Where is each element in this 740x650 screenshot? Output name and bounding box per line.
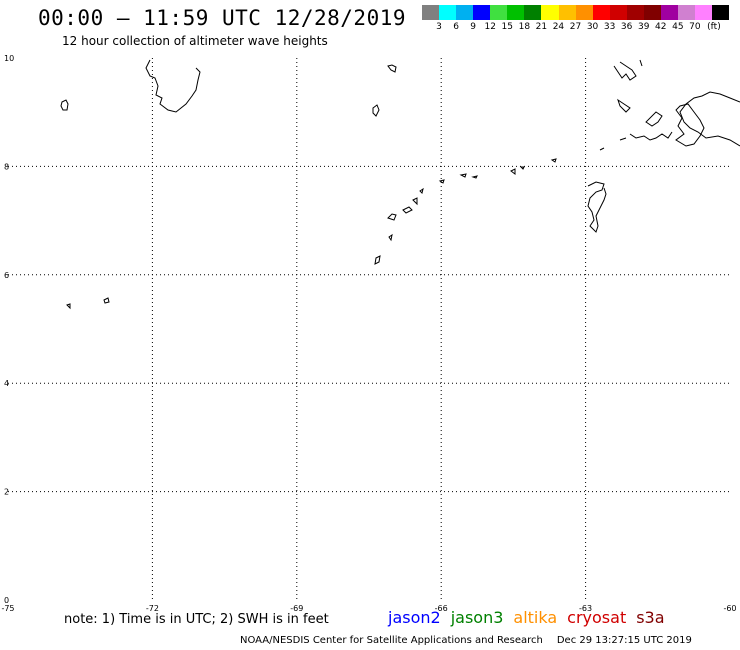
lat-tick-label: 4 [4, 379, 9, 388]
satellite-jason3: jason3 [450, 608, 504, 627]
legend-swatch [490, 5, 508, 20]
lon-tick-label: -72 [146, 604, 159, 613]
legend-swatch [660, 5, 678, 20]
coastline-islet-1 [387, 64, 397, 73]
coastline-aruba [60, 99, 69, 111]
lon-tick-label: -66 [435, 604, 448, 613]
lat-tick-label: 10 [4, 54, 14, 63]
legend-label: 21 [535, 22, 548, 32]
legend-label: 42 [655, 22, 667, 32]
wave-height-legend: 3 6 9 12 15 18 21 24 27 30 33 36 39 42 45 70 (ft) [422, 5, 730, 35]
legend-color-bar [422, 5, 730, 20]
coastline-east-mainland [679, 91, 740, 147]
footer: NOAA/NESDIS Center for Satellite Applica… [240, 635, 692, 646]
footer-timestamp: Dec 29 13:27:15 UTC 2019 [556, 635, 692, 646]
legend-label: 39 [637, 22, 650, 32]
coastline-paraguana [145, 59, 201, 113]
map-grid [8, 58, 730, 600]
coastline-east-delta [675, 103, 705, 147]
legend-swatch [677, 5, 695, 20]
legend-swatch [473, 5, 491, 20]
legend-swatch [695, 5, 713, 20]
legend-swatch [592, 5, 610, 20]
lon-tick-label: -60 [723, 604, 736, 613]
legend-swatch [626, 5, 644, 20]
legend-swatch [456, 5, 474, 20]
coastline-small-isles [66, 233, 393, 310]
lon-tick-label: -69 [290, 604, 303, 613]
lat-tick-label: 8 [4, 162, 9, 171]
satellite-legend: jason2 jason3 altika cryosat s3a [388, 608, 675, 627]
map-subtitle: 12 hour collection of altimeter wave hei… [62, 34, 328, 48]
legend-swatch [439, 5, 457, 20]
legend-swatch [712, 5, 730, 20]
legend-label: 3 [436, 22, 442, 32]
coastline-islands-chain [387, 158, 557, 221]
legend-label: 15 [501, 22, 513, 32]
legend-label: 30 [586, 22, 599, 32]
legend-labels: 3 6 9 12 15 18 21 24 27 30 33 36 39 42 45 70 (ft) [422, 22, 729, 35]
axis-labels: -75 -72 -69 -66 -63 -60 0 2 4 6 8 10 [1, 54, 736, 613]
lon-tick-label: -75 [1, 604, 14, 613]
footer-credit: NOAA/NESDIS Center for Satellite Applica… [240, 635, 543, 646]
coastline [60, 59, 740, 310]
legend-label: 45 [672, 22, 684, 32]
satellite-cryosat: cryosat [567, 608, 627, 627]
legend-swatch [541, 5, 559, 20]
satellite-altika: altika [513, 608, 558, 627]
coastline-east-rivers [599, 59, 673, 151]
legend-swatch [575, 5, 593, 20]
legend-swatch [524, 5, 542, 20]
lat-tick-label: 0 [4, 596, 9, 605]
legend-label: 33 [603, 22, 616, 32]
legend-swatch [422, 5, 440, 20]
legend-label: 9 [470, 22, 477, 32]
map-title: 00:00 – 11:59 UTC 12/28/2019 [38, 6, 407, 30]
legend-label: 18 [518, 22, 531, 32]
legend-label: 36 [620, 22, 633, 32]
satellite-jason2: jason2 [388, 608, 441, 627]
lon-tick-label: -63 [579, 604, 592, 613]
note-text: note: 1) Time is in UTC; 2) SWH is in fe… [64, 612, 329, 627]
legend-label: 24 [552, 22, 565, 32]
legend-label: 70 [689, 22, 701, 32]
legend-swatch [507, 5, 525, 20]
legend-swatch [643, 5, 661, 20]
legend-unit: (ft) [707, 22, 721, 32]
satellite-s3a: s3a [636, 608, 665, 627]
legend-label: 27 [569, 22, 582, 32]
legend-label: 6 [453, 22, 459, 32]
legend-swatch [609, 5, 627, 20]
coastline-islet-2 [372, 104, 380, 117]
legend-swatch [558, 5, 576, 20]
legend-label: 12 [484, 22, 496, 32]
lat-tick-label: 6 [4, 271, 9, 280]
lat-tick-label: 2 [4, 488, 9, 497]
coastline-trinidad [587, 181, 607, 233]
